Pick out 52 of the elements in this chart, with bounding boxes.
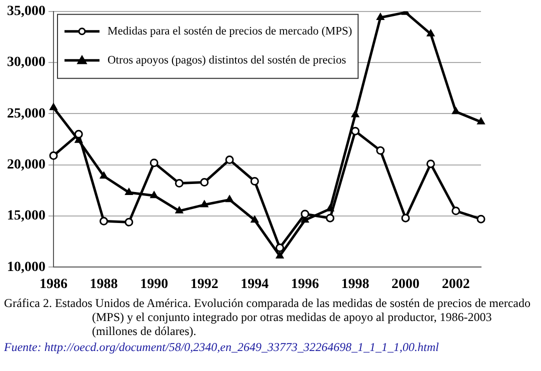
x-tick-label: 1990 xyxy=(140,277,168,292)
point xyxy=(125,188,133,196)
x-tick-label: 1996 xyxy=(290,277,319,292)
point xyxy=(401,214,410,222)
point xyxy=(426,30,434,36)
x-tick-label: 2000 xyxy=(392,277,420,292)
point xyxy=(276,252,284,258)
x-tick-label: 1988 xyxy=(90,277,118,292)
point xyxy=(326,214,334,222)
point xyxy=(200,200,208,208)
y-tick-label: 20,000 xyxy=(7,157,46,172)
legend-label: Otros apoyos (pagos) distintos del sostén de precios xyxy=(108,54,347,66)
legend-label: Medidas para el sostén de precios de mercado (MPS) xyxy=(108,25,352,38)
source-note: Fuente: http://oecd.org/document/58/0,2340,en_2649_33773_32264698_1_1_1_1,00.html xyxy=(4,340,440,354)
point xyxy=(49,151,58,160)
point xyxy=(276,244,284,252)
point xyxy=(50,103,58,110)
x-tick-label: 1998 xyxy=(341,277,370,292)
text: Gráfica 2. Estados Unidos de América. Evolución comparada de las medidas de sostén de precios de mercado (MPS) y el conjunto integrado por otras medidas de apoyo al productor, 1986-2003 (millones de dólares). xyxy=(4,296,532,338)
point xyxy=(426,160,435,168)
y-tick-label: 10,000 xyxy=(7,260,46,275)
point xyxy=(326,204,334,212)
point xyxy=(376,146,385,155)
x-tick-label: 1992 xyxy=(190,277,218,292)
point xyxy=(351,126,360,136)
point xyxy=(100,216,108,226)
y-tick-label: 35,000 xyxy=(7,4,46,20)
point xyxy=(300,210,310,218)
point xyxy=(174,179,184,188)
point xyxy=(250,216,258,223)
y-tick-label: 30,000 xyxy=(7,55,46,70)
x-tick-label: 1986 xyxy=(40,277,68,292)
y-tick-label: 25,000 xyxy=(7,106,46,122)
y-tick-label: 15,000 xyxy=(7,208,46,224)
point xyxy=(150,158,158,168)
point xyxy=(376,13,384,20)
point xyxy=(100,172,108,179)
point xyxy=(452,206,460,216)
point xyxy=(226,195,234,202)
point xyxy=(476,214,486,224)
point xyxy=(452,107,460,114)
point xyxy=(124,218,134,226)
point xyxy=(200,178,209,187)
point xyxy=(175,206,184,214)
point xyxy=(351,110,360,118)
point xyxy=(150,191,158,198)
x-tick-label: 1994 xyxy=(240,277,269,292)
point xyxy=(250,177,259,186)
x-tick-label: 2002 xyxy=(442,277,470,292)
point xyxy=(225,156,234,164)
point xyxy=(74,130,83,138)
point xyxy=(477,118,485,124)
